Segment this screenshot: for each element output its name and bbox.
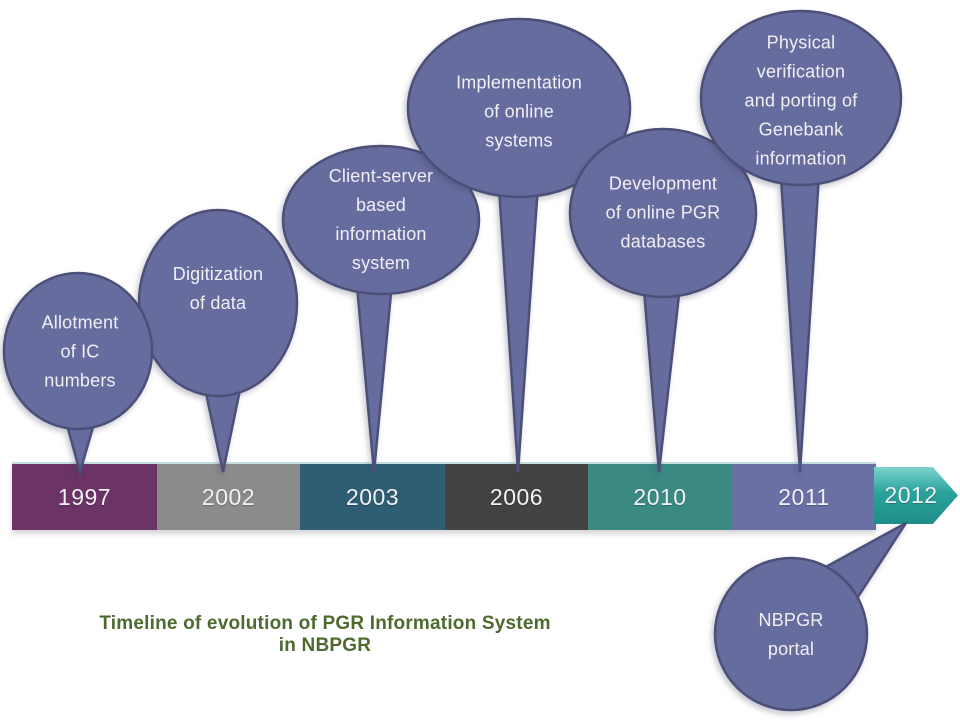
timeline-segment-2006: 2006 (445, 464, 588, 530)
year-label-2003: 2003 (345, 483, 400, 510)
balloon-online-systems (406, 17, 632, 473)
balloon-genebank-information-tail (779, 173, 821, 473)
balloon-online-systems-bubble (406, 17, 632, 199)
balloon-nbpgr-portal (713, 521, 908, 712)
balloon-nbpgr-portal-label: NBPGR portal (758, 610, 824, 659)
balloon-nbpgr-portal-bubble (713, 556, 869, 712)
balloon-online-pgr-databases-tail (642, 284, 682, 473)
balloon-online-systems-tail (497, 183, 540, 473)
balloon-client-server-system (281, 144, 481, 473)
balloon-digitization-of-data-label: Digitization of data (172, 264, 264, 313)
balloon-digitization-of-data (137, 208, 299, 473)
timeline-segment-2011: 2011 (732, 464, 876, 530)
balloon-genebank-information (699, 9, 903, 473)
balloon-allotment-ic-numbers-label: Allotment of IC numbers (41, 312, 119, 391)
year-label-2002: 2002 (201, 483, 256, 510)
balloon-client-server-system-bubble (281, 144, 481, 296)
year-label-2010: 2010 (633, 483, 687, 510)
year-label-2006: 2006 (489, 483, 544, 510)
timeline-segment-2003: 2003 (300, 464, 445, 530)
timeline-segment-1997: 1997 (12, 464, 157, 530)
timeline-segment-2010: 2010 (588, 464, 732, 530)
balloon-genebank-information-label: Physical verification and porting of Gen… (744, 32, 858, 169)
balloon-online-pgr-databases-label: Development of online PGR databases (605, 173, 721, 252)
timeline-bar: 1997 2002 2003 2006 2010 2011 (12, 462, 876, 530)
year-label-2011: 2011 (778, 483, 830, 510)
balloon-client-server-system-label: Client-server based information system (328, 166, 434, 273)
balloon-client-server-system-tail (355, 281, 394, 473)
balloon-allotment-ic-numbers (2, 271, 154, 477)
year-label-1997: 1997 (57, 483, 112, 510)
balloon-online-pgr-databases (568, 127, 758, 473)
year-label-2012: 2012 (884, 482, 938, 508)
timeline-segment-2002: 2002 (157, 464, 300, 530)
balloon-online-systems-label: Implementation of online systems (456, 72, 582, 151)
balloon-digitization-of-data-bubble (137, 208, 299, 398)
balloon-allotment-ic-numbers-bubble (2, 271, 154, 431)
balloon-genebank-information-bubble (699, 9, 903, 187)
slide-caption: Timeline of evolution of PGR Information… (99, 613, 551, 656)
balloon-online-pgr-databases-bubble (568, 127, 758, 299)
